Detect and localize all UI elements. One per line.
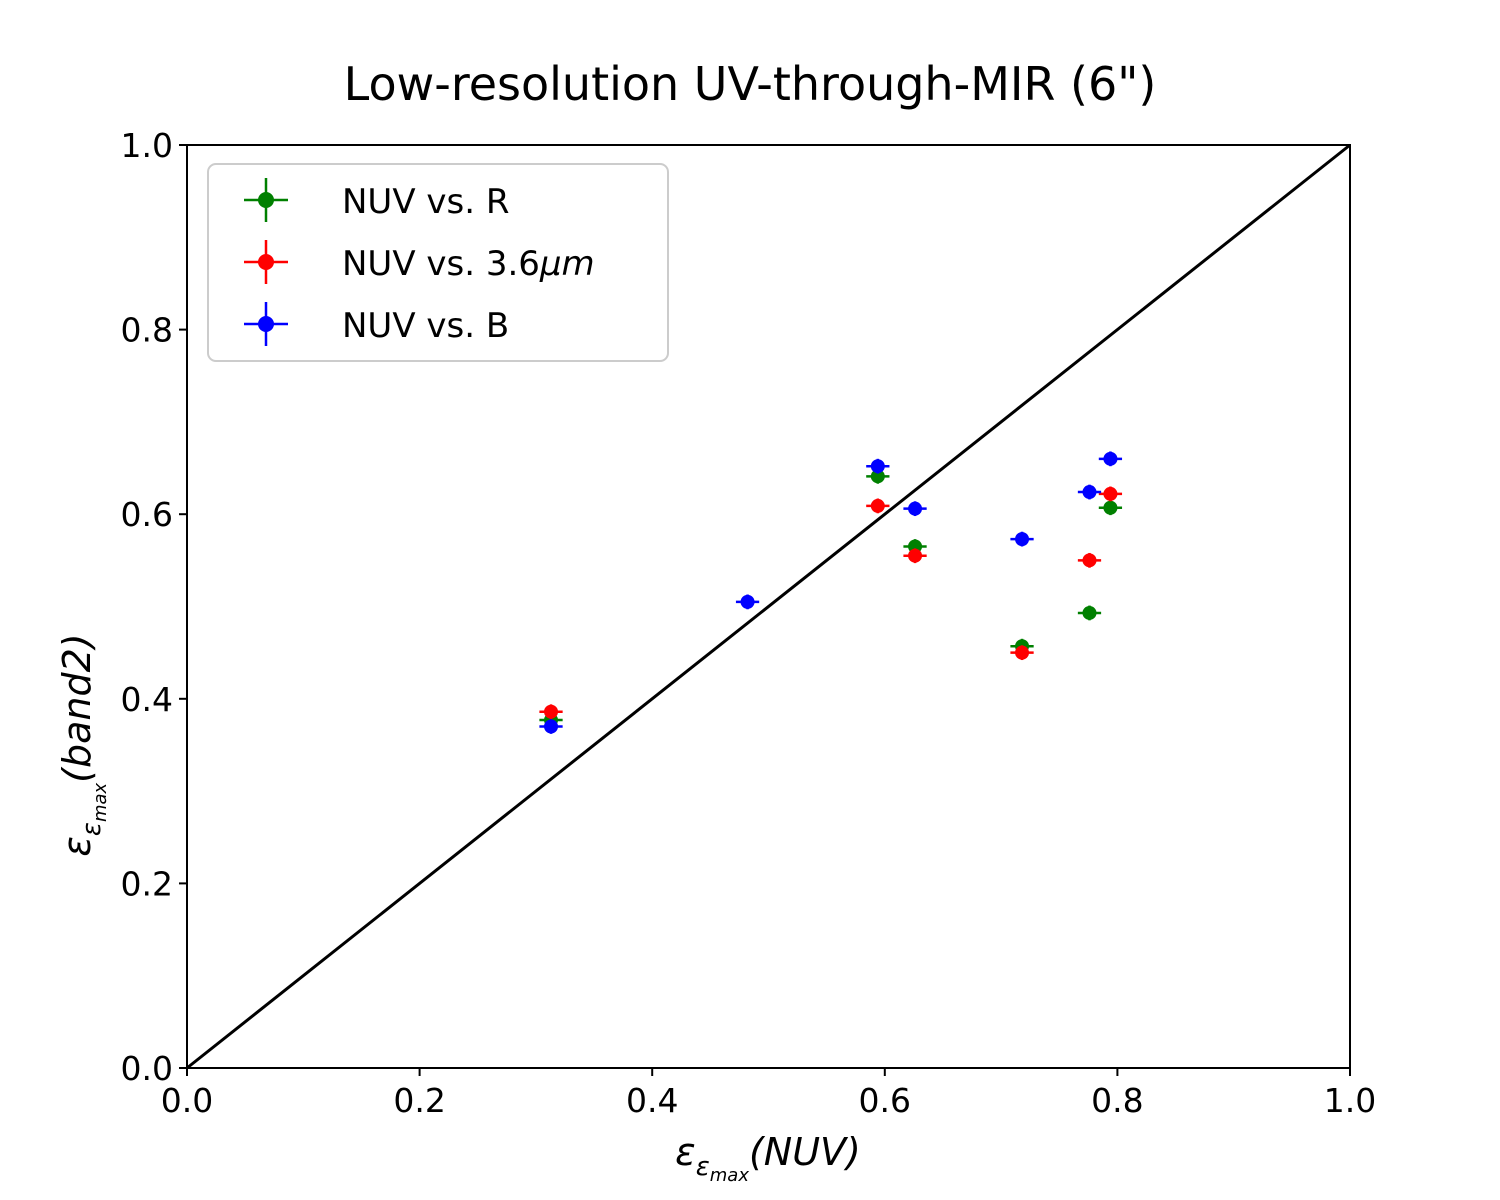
legend-label: NUV vs. B [342, 306, 509, 346]
x-tick-label: 1.0 [1324, 1081, 1376, 1120]
data-point [870, 469, 885, 484]
axis-label-subsubscript: max [710, 1165, 750, 1186]
legend-label: NUV vs. R [342, 182, 509, 222]
reference-line-layer [186, 143, 1351, 1070]
data-point [1015, 532, 1030, 547]
x-tick-label: 0.0 [161, 1081, 213, 1120]
legend-marker-point [258, 316, 274, 332]
legend-label-unit: μm [539, 244, 595, 284]
data-point [1082, 605, 1097, 620]
y-axis-ticks: 0.0 0.2 0.4 0.6 0.8 1.0 [121, 126, 187, 1088]
data-point [1082, 553, 1097, 568]
chart-title: Low-resolution UV-through-MIR (6") [344, 57, 1157, 111]
legend-entry: NUV vs. 3.6μm [244, 240, 595, 284]
x-tick-label: 0.8 [1091, 1081, 1143, 1120]
axis-label-subscript: ε [77, 822, 107, 836]
data-point [870, 498, 885, 513]
axis-label-symbol: ε [55, 836, 99, 857]
legend-label-text: NUV vs. R [342, 182, 509, 222]
y-tick-label: 0.0 [121, 1049, 173, 1088]
data-point [1082, 485, 1097, 500]
y-tick-label: 0.2 [121, 864, 173, 903]
y-tick-label: 0.8 [121, 311, 173, 350]
data-point [908, 501, 923, 516]
data-point [908, 548, 923, 563]
legend-label-text: NUV vs. 3.6 [342, 244, 540, 284]
legend-entry: NUV vs. R [244, 178, 509, 222]
axis-label-subscript: ε [696, 1152, 710, 1182]
legend-box [207, 163, 669, 362]
legend-marker-point [258, 254, 274, 270]
x-tick-label: 0.2 [393, 1081, 445, 1120]
x-tick-label: 0.6 [859, 1081, 911, 1120]
x-axis-ticks: 0.0 0.2 0.4 0.6 0.8 1.0 [161, 1068, 1376, 1120]
series-nuv-vs-b [539, 451, 1123, 734]
y-tick-label: 0.6 [121, 495, 173, 534]
legend: NUV vs. R NUV vs. 3.6μm NUV vs. B [207, 163, 669, 362]
data-point [544, 719, 559, 734]
one-to-one-line [186, 143, 1351, 1070]
series-nuv-vs-r [539, 468, 1123, 728]
plot-area-border [186, 144, 1351, 1069]
data-point [544, 704, 559, 719]
data-point [870, 459, 885, 474]
legend-entry: NUV vs. B [244, 302, 509, 346]
data-points-layer [539, 451, 1123, 734]
data-point [1103, 500, 1118, 515]
axis-label-symbol: ε [675, 1130, 696, 1174]
data-point [1015, 645, 1030, 660]
x-axis-label: εεmax(NUV) [675, 1130, 861, 1186]
series-nuv-vs-3-6-m [539, 486, 1123, 720]
legend-label-text: NUV vs. B [342, 306, 509, 346]
axis-label-argument: (band2) [55, 633, 99, 782]
plot-frame [186, 144, 1351, 1069]
x-tick-label: 0.4 [626, 1081, 678, 1120]
data-point [1103, 451, 1118, 466]
y-tick-label: 0.4 [121, 680, 173, 719]
y-tick-label: 1.0 [121, 126, 173, 165]
axis-label-argument: (NUV) [749, 1130, 861, 1174]
y-axis-label: εεmax(band2) [55, 633, 111, 856]
legend-label: NUV vs. 3.6μm [342, 244, 595, 284]
data-point [740, 594, 755, 609]
legend-marker-point [258, 192, 274, 208]
data-point [1103, 486, 1118, 501]
axis-label-subsubscript: max [90, 782, 111, 822]
